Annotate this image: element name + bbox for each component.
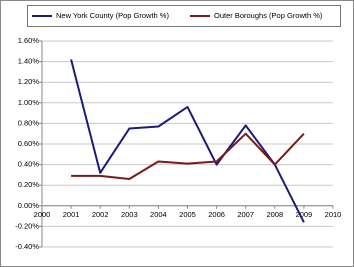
- x-tick-label: 2006: [208, 210, 225, 219]
- x-tick-label: 2002: [92, 210, 109, 219]
- x-tick-label: 2009: [296, 210, 313, 219]
- y-tick-label: -0.40%: [15, 242, 39, 251]
- legend-label: Outer Boroughs (Pop Growth %): [214, 11, 323, 20]
- y-tick-label: 1.40%: [18, 57, 40, 66]
- series-line: [70, 59, 305, 223]
- y-tick-label: 0.00%: [18, 201, 40, 210]
- y-tick-label: 0.80%: [18, 118, 40, 127]
- series-line: [71, 132, 305, 181]
- x-tick-label: 2007: [237, 210, 254, 219]
- legend-label: New York County (Pop Growth %): [56, 11, 169, 20]
- y-tick-label: 1.00%: [18, 98, 40, 107]
- y-tick-label: 0.60%: [18, 139, 40, 148]
- x-tick-label: 2008: [266, 210, 283, 219]
- y-tick-label: 1.20%: [18, 77, 40, 86]
- y-tick-label: -0.20%: [15, 221, 39, 230]
- x-tick-label: 2010: [325, 210, 342, 219]
- legend-box: [27, 5, 341, 27]
- x-tick-label: 2003: [121, 210, 138, 219]
- x-tick-label: 2000: [34, 210, 51, 219]
- y-tick-label: 0.40%: [18, 160, 40, 169]
- y-tick-label: 1.60%: [18, 36, 40, 45]
- x-tick-label: 2005: [179, 210, 196, 219]
- x-tick-label: 2001: [63, 210, 80, 219]
- x-tick-label: 2004: [150, 210, 167, 219]
- y-tick-label: 0.20%: [18, 180, 40, 189]
